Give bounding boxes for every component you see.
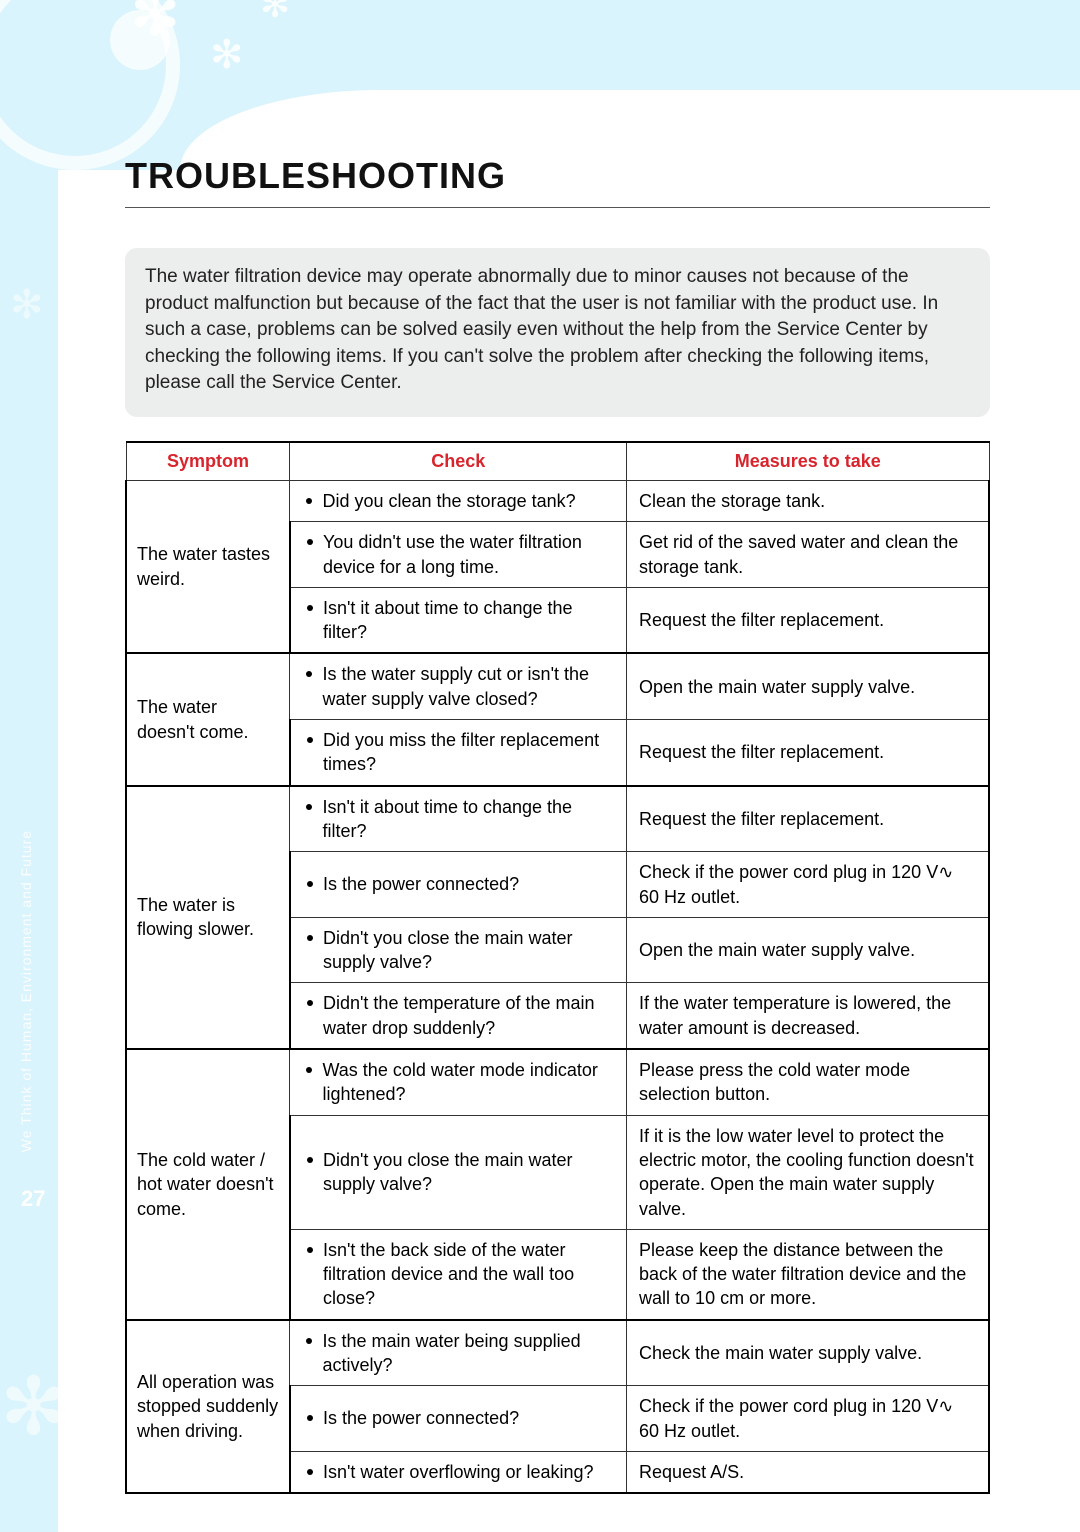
check-text: Did you clean the storage tank? <box>322 489 575 513</box>
table-row: The water is flowing slower.Isn't it abo… <box>126 786 989 852</box>
symptom-cell: The water is flowing slower. <box>126 786 290 1049</box>
check-text: You didn't use the water filtration devi… <box>323 530 614 579</box>
check-cell: Was the cold water mode indicator lighte… <box>290 1049 627 1115</box>
measure-cell: Open the main water supply valve. <box>627 653 989 719</box>
measure-cell: Please press the cold water mode selecti… <box>627 1049 989 1115</box>
measure-cell: If the water temperature is lowered, the… <box>627 983 989 1049</box>
measure-cell: Request A/S. <box>627 1451 989 1493</box>
check-cell: Did you miss the filter replacement time… <box>290 720 627 786</box>
header-measure: Measures to take <box>627 442 989 481</box>
bullet-icon <box>306 804 312 810</box>
bullet-icon <box>307 605 313 611</box>
check-cell: Isn't it about time to change the filter… <box>290 587 627 653</box>
check-cell: Didn't you close the main water supply v… <box>290 917 627 983</box>
bullet-icon <box>307 1469 313 1475</box>
check-cell: Isn't water overflowing or leaking? <box>290 1451 627 1493</box>
measure-cell: Open the main water supply valve. <box>627 917 989 983</box>
check-text: Is the main water being supplied activel… <box>322 1329 614 1378</box>
table-row: The cold water / hot water doesn't come.… <box>126 1049 989 1115</box>
check-cell: Didn't you close the main water supply v… <box>290 1115 627 1229</box>
check-text: Didn't you close the main water supply v… <box>323 926 614 975</box>
measure-cell: Get rid of the saved water and clean the… <box>627 522 989 588</box>
check-cell: Is the power connected? <box>290 1386 627 1452</box>
measure-cell: Check if the power cord plug in 120 V∿ 6… <box>627 1386 989 1452</box>
bullet-icon <box>307 1415 313 1421</box>
bullet-icon <box>307 737 313 743</box>
bullet-icon <box>307 1157 313 1163</box>
measure-cell: Request the filter replacement. <box>627 786 989 852</box>
symptom-cell: The water doesn't come. <box>126 653 290 785</box>
measure-cell: Request the filter replacement. <box>627 720 989 786</box>
table-row: The water tastes weird.Did you clean the… <box>126 480 989 521</box>
symptom-cell: The water tastes weird. <box>126 480 290 653</box>
measure-cell: Request the filter replacement. <box>627 587 989 653</box>
check-cell: Isn't it about time to change the filter… <box>290 786 627 852</box>
measure-cell: Clean the storage tank. <box>627 480 989 521</box>
check-text: Was the cold water mode indicator lighte… <box>322 1058 614 1107</box>
table-row: All operation was stopped suddenly when … <box>126 1320 989 1386</box>
measure-cell: Check if the power cord plug in 120 V∿ 6… <box>627 852 989 918</box>
bullet-icon <box>307 935 313 941</box>
check-text: Is the power connected? <box>323 872 519 896</box>
check-text: Didn't you close the main water supply v… <box>323 1148 614 1197</box>
check-text: Did you miss the filter replacement time… <box>323 728 614 777</box>
bullet-icon <box>306 671 312 677</box>
check-cell: Did you clean the storage tank? <box>290 480 627 521</box>
measure-cell: Check the main water supply valve. <box>627 1320 989 1386</box>
page-title: TROUBLESHOOTING <box>125 155 990 208</box>
bullet-icon <box>307 1247 313 1253</box>
measure-cell: Please keep the distance between the bac… <box>627 1229 989 1319</box>
check-text: Is the power connected? <box>323 1406 519 1430</box>
header-check: Check <box>290 442 627 481</box>
bullet-icon <box>307 539 313 545</box>
check-cell: Is the power connected? <box>290 852 627 918</box>
measure-cell: If it is the low water level to protect … <box>627 1115 989 1229</box>
header-symptom: Symptom <box>126 442 290 481</box>
check-text: Isn't the back side of the water filtrat… <box>323 1238 614 1311</box>
bullet-icon <box>306 498 312 504</box>
check-text: Isn't water overflowing or leaking? <box>323 1460 594 1484</box>
bullet-icon <box>307 881 313 887</box>
bullet-icon <box>307 1000 313 1006</box>
table-header-row: Symptom Check Measures to take <box>126 442 989 481</box>
table-row: The water doesn't come.Is the water supp… <box>126 653 989 719</box>
bullet-icon <box>306 1338 312 1344</box>
check-cell: Is the main water being supplied activel… <box>290 1320 627 1386</box>
troubleshooting-table: Symptom Check Measures to take The water… <box>125 441 990 1494</box>
check-cell: Didn't the temperature of the main water… <box>290 983 627 1049</box>
check-text: Didn't the temperature of the main water… <box>323 991 614 1040</box>
check-cell: Isn't the back side of the water filtrat… <box>290 1229 627 1319</box>
page-content: TROUBLESHOOTING The water filtration dev… <box>0 0 1080 1494</box>
check-text: Isn't it about time to change the filter… <box>322 795 614 844</box>
symptom-cell: The cold water / hot water doesn't come. <box>126 1049 290 1320</box>
bullet-icon <box>306 1067 312 1073</box>
check-cell: Is the water supply cut or isn't the wat… <box>290 653 627 719</box>
intro-paragraph: The water filtration device may operate … <box>125 248 990 417</box>
check-text: Isn't it about time to change the filter… <box>323 596 614 645</box>
check-cell: You didn't use the water filtration devi… <box>290 522 627 588</box>
symptom-cell: All operation was stopped suddenly when … <box>126 1320 290 1493</box>
check-text: Is the water supply cut or isn't the wat… <box>322 662 614 711</box>
